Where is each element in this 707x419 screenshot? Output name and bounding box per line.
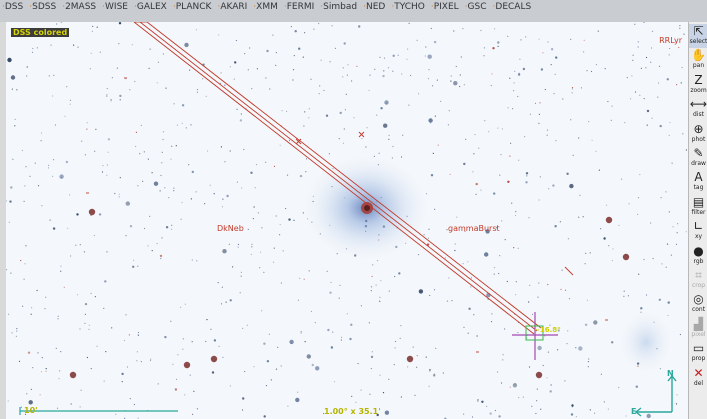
select-tool-button[interactable]: ⇱ select — [689, 24, 707, 48]
selected-object-reticle[interactable] — [512, 312, 558, 360]
delete-x-icon: ✕ — [693, 365, 704, 380]
properties-window-icon: ▭ — [692, 341, 705, 356]
tool-label: xy — [694, 233, 703, 241]
survey-item[interactable]: TYCHO — [391, 2, 425, 12]
rgb-tool-button[interactable]: ● rgb — [689, 244, 707, 268]
satellite-trail-overlay — [133, 22, 542, 335]
survey-item[interactable]: DECALS — [493, 2, 531, 12]
survey-item[interactable]: AKARI — [217, 2, 247, 12]
survey-selector-bar[interactable]: DSS SDSS 2MASS WISE GALEX PLANCK AKARI XMM FERMI… — [0, 0, 707, 22]
survey-item[interactable]: NED — [363, 2, 385, 12]
object-label-rrlyr[interactable]: RRLyr — [659, 36, 682, 45]
text-tag-icon: A — [694, 170, 703, 185]
tool-label: del — [693, 379, 704, 387]
object-label-gammaburst[interactable]: gammaBurst — [448, 224, 500, 233]
del-tool-button[interactable]: ✕ del — [689, 366, 707, 390]
tool-label: prop — [691, 355, 706, 363]
tool-label: pan — [692, 62, 705, 70]
dist-tool-button[interactable]: ⟷ dist — [689, 97, 707, 121]
rgb-circles-icon: ● — [693, 243, 704, 258]
source-cross-marker[interactable] — [358, 131, 365, 138]
tool-label: zoom — [690, 86, 707, 94]
pencil-icon: ✎ — [693, 146, 704, 160]
field-of-view-label: 1.00° x 35.1' — [324, 407, 381, 416]
filter-icon: ▤ — [692, 194, 705, 209]
survey-name-label: DSS colored — [11, 28, 70, 37]
scale-label: 10' — [24, 406, 38, 415]
star-field — [6, 22, 688, 419]
survey-item[interactable]: DSS — [2, 2, 23, 12]
tool-label: rgb — [693, 257, 704, 265]
ruler-icon: ⟷ — [689, 97, 707, 112]
cont-tool-button[interactable]: ◎ cont — [689, 292, 707, 316]
crosshair-circle-icon: ⊕ — [693, 121, 704, 136]
cursor-arrow-icon: ⇱ — [693, 24, 704, 38]
contour-icon: ◎ — [693, 292, 704, 307]
tool-label: tag — [693, 184, 704, 192]
compass-rose — [634, 374, 677, 417]
tool-label: phot — [691, 135, 706, 143]
crop-icon: ⌗ — [695, 268, 702, 282]
pixel-histogram-icon: ▟ — [693, 316, 704, 331]
tool-label: cont — [691, 306, 706, 314]
catalog-markers — [86, 77, 608, 353]
tool-label: crop — [691, 282, 706, 289]
crop-tool-button[interactable]: ⌗ crop — [689, 268, 707, 292]
survey-item[interactable]: WISE — [102, 2, 128, 12]
tool-label: select — [689, 38, 707, 45]
plot-axes-icon: ∟ — [693, 219, 704, 234]
survey-item[interactable]: GALEX — [134, 2, 167, 12]
survey-item[interactable]: 2MASS — [62, 2, 96, 12]
survey-item[interactable]: Simbad — [320, 2, 357, 12]
pan-tool-button[interactable]: ✋ pan — [689, 48, 707, 72]
filter-tool-button[interactable]: ▤ filter — [689, 195, 707, 219]
tool-label: draw — [691, 160, 706, 167]
phot-tool-button[interactable]: ⊕ phot — [689, 122, 707, 146]
tool-label: pixel — [691, 330, 706, 338]
source-cross-marker[interactable] — [295, 138, 302, 145]
draw-tool-button[interactable]: ✎ draw — [689, 146, 707, 170]
survey-item[interactable]: PLANCK — [173, 2, 212, 12]
sky-image-viewer[interactable]: N E DSS colored RRLyr DkNeb gammaBurst ~… — [6, 22, 688, 419]
object-label-dkneb[interactable]: DkNeb — [217, 224, 244, 233]
pixel-tool-button[interactable]: ▟ pixel — [689, 317, 707, 341]
survey-item[interactable]: SDSS — [29, 2, 56, 12]
tool-label: filter — [691, 208, 706, 216]
xy-tool-button[interactable]: ∟ xy — [689, 219, 707, 243]
tool-label: dist — [693, 111, 704, 119]
scale-bar — [19, 407, 178, 415]
compass-east-label: E — [631, 407, 636, 416]
sky-image[interactable]: N E — [6, 22, 688, 419]
compass-north-label: N — [667, 369, 674, 378]
source-dash-marker[interactable] — [564, 266, 574, 276]
hand-icon: ✋ — [691, 48, 706, 63]
survey-item[interactable]: XMM — [253, 2, 278, 12]
prop-tool-button[interactable]: ▭ prop — [689, 341, 707, 365]
selected-object-tag: ~16.8" — [534, 326, 561, 334]
zoom-z-icon: Z — [694, 72, 703, 87]
survey-item[interactable]: FERMI — [284, 2, 315, 12]
survey-item[interactable]: PIXEL — [431, 2, 459, 12]
survey-item[interactable]: GSC — [465, 2, 487, 12]
